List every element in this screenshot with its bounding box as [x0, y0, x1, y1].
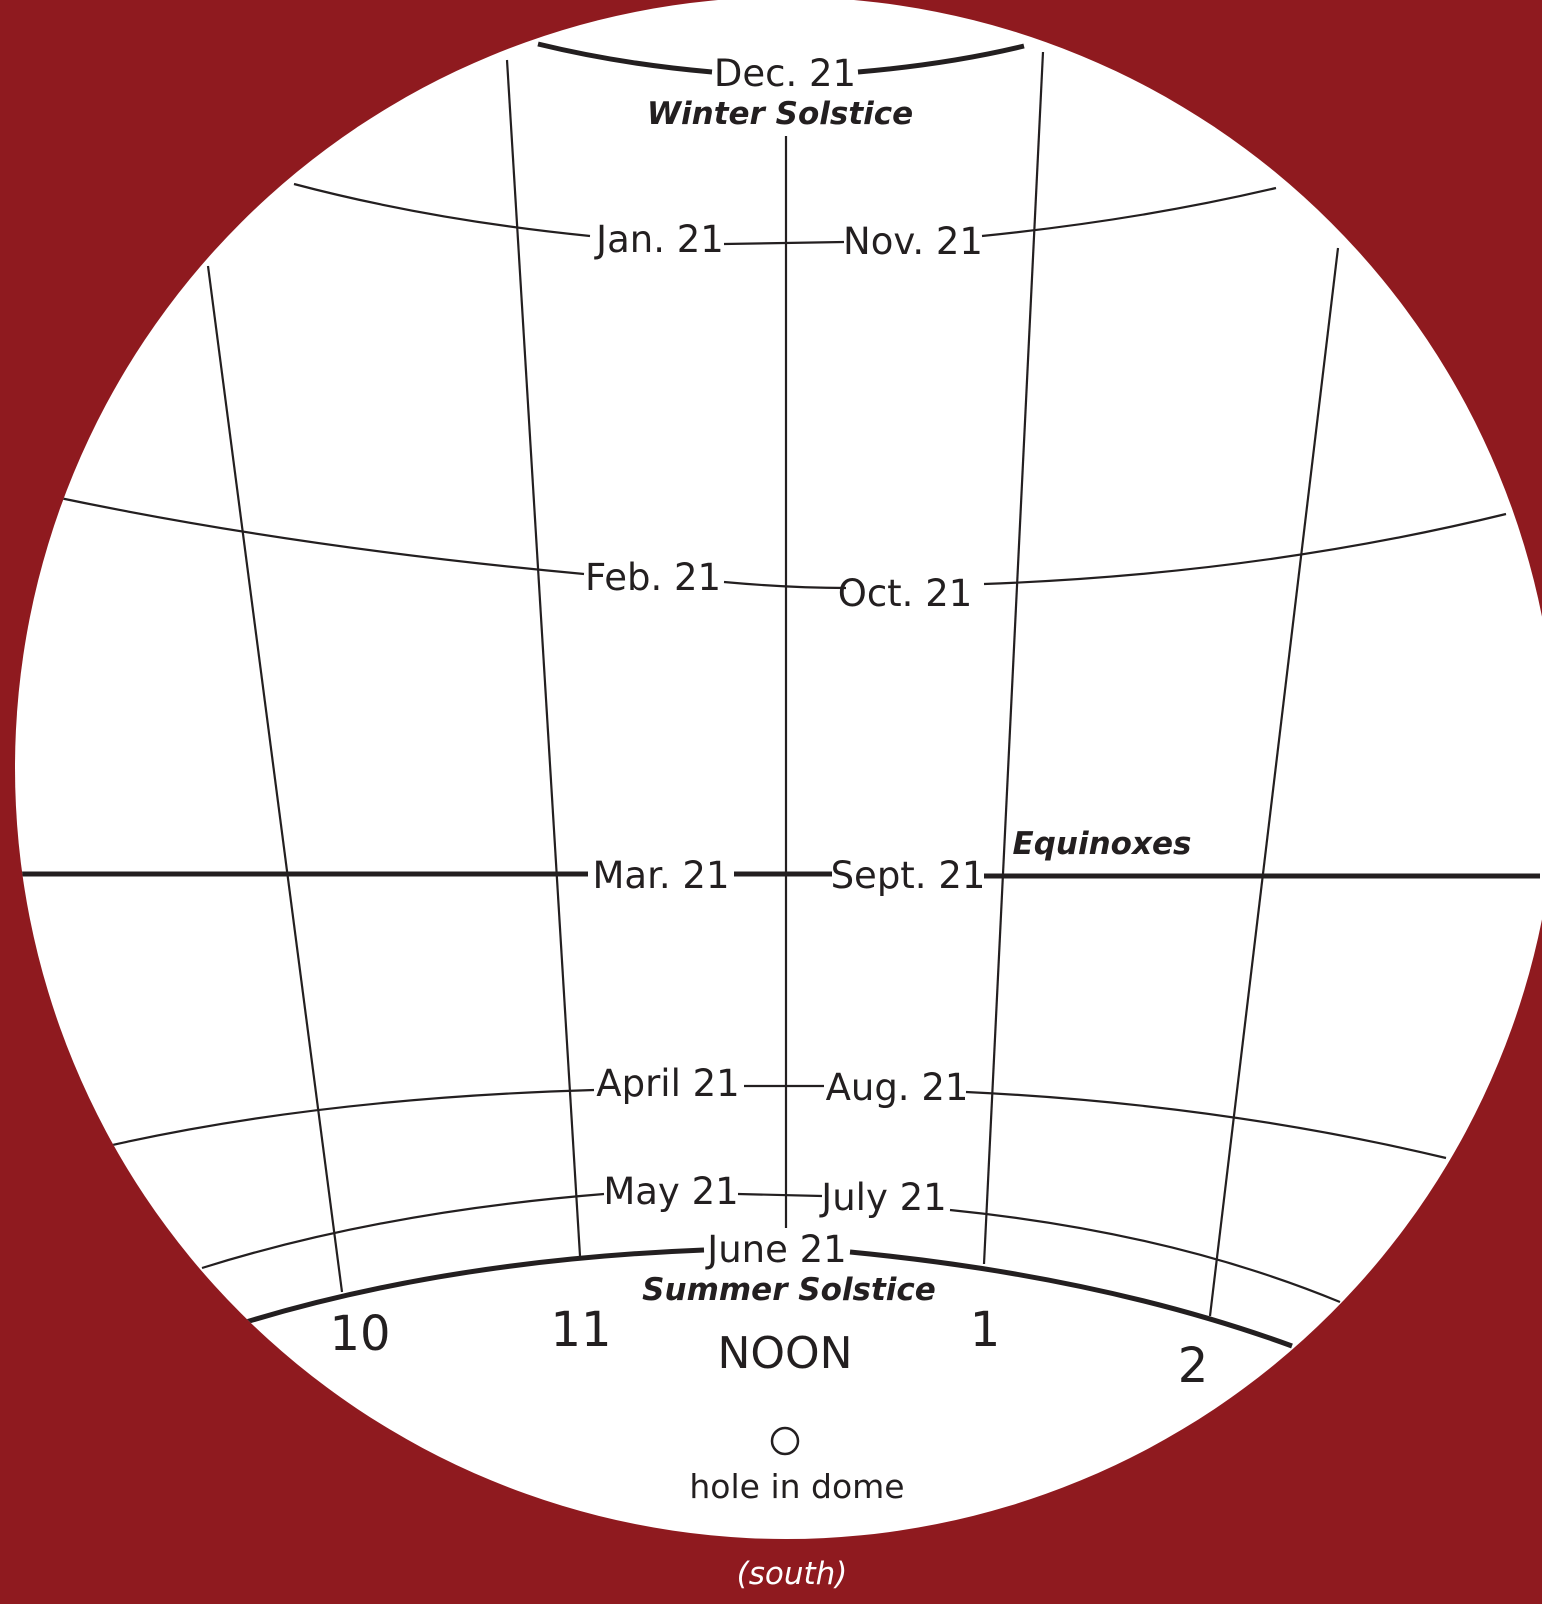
hole-in-dome-marker — [770, 1426, 800, 1456]
label-june-21: June 21 — [705, 1228, 846, 1271]
dial-face — [15, 0, 1542, 1539]
hour-line-2 — [1208, 247, 1340, 1317]
label-south: (south) — [737, 1556, 848, 1592]
hour-label-11: 11 — [550, 1302, 611, 1358]
label-winter-solstice: Winter Solstice — [647, 96, 913, 132]
label-feb-21: Feb. 21 — [585, 556, 721, 599]
label-nov-21: Nov. 21 — [843, 220, 983, 263]
winter-solstice-curve — [537, 41, 713, 75]
summer-solstice-curve — [245, 1247, 705, 1325]
label-mar-21: Mar. 21 — [592, 854, 729, 897]
oct-curve — [983, 512, 1507, 586]
nov-curve — [981, 186, 1277, 238]
hour-label-2: 2 — [1178, 1338, 1209, 1394]
label-oct-21: Oct. 21 — [838, 572, 973, 615]
label-dec-21: Dec. 21 — [714, 52, 856, 95]
summer-solstice-curve-right — [849, 1249, 1293, 1349]
hour-label-1: 1 — [970, 1302, 1001, 1358]
label-aug-21: Aug. 21 — [826, 1066, 969, 1109]
winter-solstice-curve-right — [857, 43, 1025, 75]
hour-line-1 — [982, 51, 1045, 1265]
label-may-21: May 21 — [603, 1170, 738, 1213]
jan-nov-connector — [723, 240, 845, 246]
label-equinoxes: Equinoxes — [1013, 826, 1192, 862]
feb-oct-connector — [723, 580, 847, 590]
label-hole-in-dome: hole in dome — [689, 1467, 904, 1506]
jul-curve — [949, 1208, 1341, 1304]
label-summer-solstice: Summer Solstice — [642, 1272, 936, 1308]
label-july-21: July 21 — [819, 1176, 946, 1219]
label-sept-21: Sept. 21 — [831, 854, 986, 897]
aug-curve — [965, 1090, 1447, 1160]
hour-line-11 — [505, 59, 582, 1257]
may-jul-connector — [737, 1192, 823, 1198]
label-april-21: April 21 — [596, 1062, 739, 1105]
label-jan-21: Jan. 21 — [594, 218, 724, 261]
hour-label-noon: NOON — [717, 1328, 852, 1379]
may-curve — [201, 1192, 605, 1270]
april-curve — [107, 1088, 595, 1148]
jan-curve — [293, 182, 591, 238]
hour-label-10: 10 — [329, 1306, 390, 1362]
hour-line-10 — [206, 265, 344, 1293]
feb-curve — [59, 496, 585, 576]
